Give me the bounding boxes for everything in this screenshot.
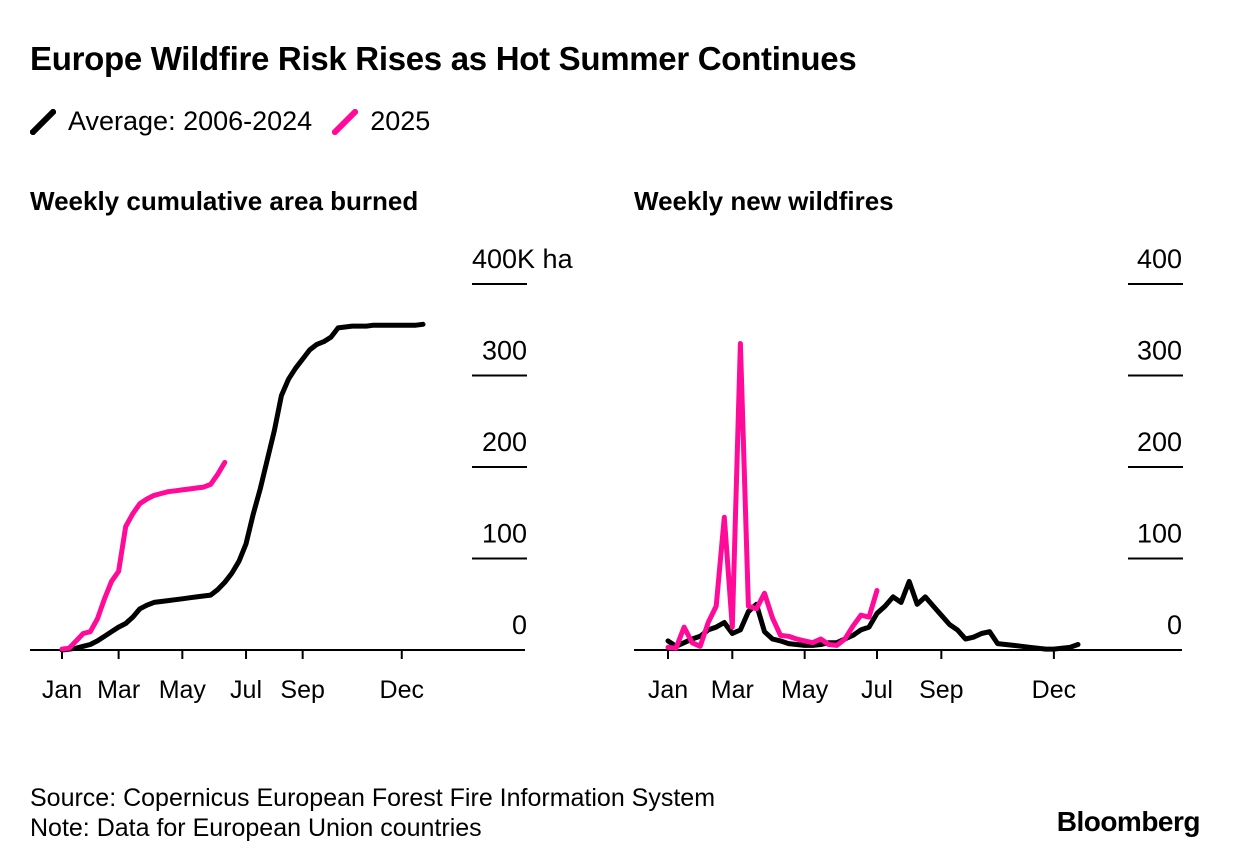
y-tick-label: 100 [1137,519,1182,549]
y-tick-label: 0 [512,610,527,640]
y-tick-label: 0 [1167,610,1182,640]
legend-swatch-2025 [332,108,359,135]
x-tick-label: May [159,676,207,704]
x-tick-label: Mar [97,676,140,704]
panel-title-new-wildfires: Weekly new wildfires [634,186,894,216]
series-line-average [59,321,426,653]
x-tick-label: May [781,676,829,704]
legend-item-average: Average: 2006-2024 [30,106,312,137]
legend-swatch-average [30,108,56,135]
x-tick-label: Mar [711,676,754,704]
x-tick-label: Dec [380,676,424,704]
series-line-average [665,578,1081,652]
panel-title-area-burned: Weekly cumulative area burned [30,186,419,216]
x-tick-label: Jul [861,676,893,704]
legend: Average: 2006-2024 2025 [30,106,450,137]
x-tick-label: Jan [648,676,688,704]
legend-label-average: Average: 2006-2024 [68,106,313,136]
y-tick-label: 300 [1137,336,1182,366]
series-line-2025 [59,459,228,652]
x-tick-label: Dec [1032,676,1076,704]
y-tick-label: 100 [482,519,527,549]
y-tick-label: 300 [482,336,527,366]
data-note: Note: Data for European Union countries [30,814,482,842]
x-tick-label: Jul [230,676,262,704]
x-tick-label: Sep [919,676,963,704]
x-tick-label: Jan [42,676,82,704]
y-tick-label: 200 [1137,427,1182,457]
source-note: Source: Copernicus European Forest Fire … [30,784,716,812]
legend-item-2025: 2025 [332,106,430,137]
series-line-2025 [665,341,880,651]
y-tick-label: 400K ha [472,244,574,274]
x-tick-label: Sep [280,676,324,704]
y-tick-label: 200 [482,427,527,457]
legend-label-2025: 2025 [370,106,431,136]
chart-title: Europe Wildfire Risk Rises as Hot Summer… [30,40,857,77]
bloomberg-logo: Bloomberg [1056,806,1201,837]
y-tick-label: 400 [1137,244,1182,274]
